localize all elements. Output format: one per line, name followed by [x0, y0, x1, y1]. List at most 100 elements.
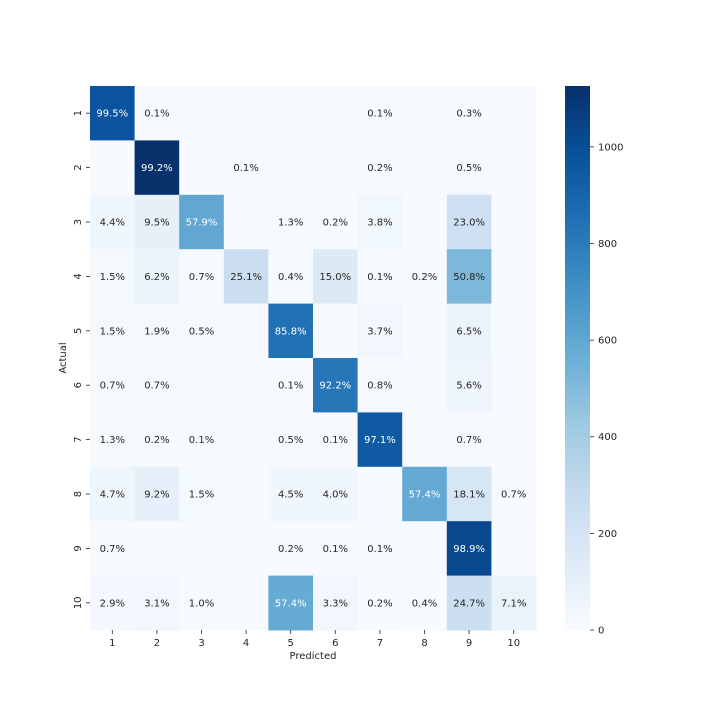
heatmap-cell-label: 57.4%	[275, 598, 307, 609]
heatmap-cell	[357, 575, 403, 631]
heatmap-cell	[402, 575, 448, 631]
heatmap-cell	[179, 194, 225, 250]
heatmap-cell	[446, 86, 492, 141]
heatmap-cell	[90, 303, 136, 359]
heatmap-cell	[357, 194, 403, 250]
heatmap-cell	[491, 140, 537, 196]
heatmap-cell	[402, 249, 448, 305]
heatmap-cell	[268, 521, 314, 577]
heatmap-cell	[179, 521, 225, 577]
heatmap-cell-label: 0.5%	[189, 326, 214, 337]
heatmap-cell	[402, 521, 448, 577]
heatmap-cell	[223, 303, 269, 359]
heatmap-cell	[491, 521, 537, 577]
colorbar	[565, 86, 590, 630]
heatmap-cell	[134, 249, 180, 305]
heatmap-cell-label: 57.9%	[186, 218, 218, 229]
heatmap-cell-label: 50.8%	[453, 272, 485, 283]
heatmap-cell	[179, 466, 225, 522]
heatmap-cell	[179, 86, 225, 141]
heatmap-cell	[313, 521, 359, 577]
x-tick-label: 7	[377, 638, 383, 649]
heatmap-cell	[313, 575, 359, 631]
heatmap-cell-label: 99.2%	[141, 163, 173, 174]
heatmap-cell	[446, 466, 492, 522]
y-tick-label: 7	[73, 436, 84, 442]
heatmap-cell-label: 1.5%	[100, 326, 125, 337]
x-axis-ticks: 1 2 3 4 5 6 7 8 9 10	[109, 630, 520, 649]
heatmap-cell	[313, 249, 359, 305]
heatmap-cell-label: 0.1%	[278, 381, 303, 392]
heatmap-cell	[402, 412, 448, 468]
x-tick-label: 5	[288, 638, 294, 649]
heatmap-cell-label: 0.1%	[367, 272, 392, 283]
heatmap-cell	[179, 249, 225, 305]
heatmap-cell-label: 3.7%	[367, 326, 392, 337]
heatmap-cell	[357, 303, 403, 359]
heatmap-cell	[223, 521, 269, 577]
heatmap-cell	[134, 575, 180, 631]
x-tick-label: 4	[243, 638, 249, 649]
heatmap-cell-label: 0.7%	[189, 272, 214, 283]
heatmap-cell-label: 0.4%	[278, 272, 303, 283]
heatmap-cell	[313, 194, 359, 250]
heatmap-cell	[357, 521, 403, 577]
heatmap-cell	[491, 303, 537, 359]
heatmap-cell	[313, 358, 359, 413]
heatmap-cell-label: 0.7%	[100, 381, 125, 392]
heatmap-cell-label: 0.5%	[456, 163, 481, 174]
heatmap-cell	[446, 140, 492, 196]
heatmap-cell-label: 5.6%	[456, 381, 481, 392]
heatmap-cell-label: 0.3%	[456, 109, 481, 120]
heatmap-cell	[90, 358, 136, 413]
heatmap-cell	[357, 249, 403, 305]
heatmap-cell-label: 6.5%	[456, 326, 481, 337]
heatmap-cell	[313, 412, 359, 468]
heatmap-cell	[223, 466, 269, 522]
y-tick-label: 10	[73, 596, 84, 609]
x-axis-label: Predicted	[290, 651, 337, 662]
heatmap-cell	[446, 412, 492, 468]
heatmap-cell-label: 0.1%	[367, 544, 392, 555]
heatmap-cell-label: 2.9%	[100, 598, 125, 609]
heatmap-cell-label: 0.1%	[367, 109, 392, 120]
heatmap-cell-label: 99.5%	[96, 109, 128, 120]
heatmap-cell	[90, 249, 136, 305]
heatmap-cell-label: 1.0%	[189, 598, 214, 609]
heatmap-cell-label: 9.5%	[144, 218, 169, 229]
heatmap-cell	[223, 358, 269, 413]
colorbar-tick-label: 200	[598, 529, 617, 540]
x-tick-label: 1	[109, 638, 115, 649]
heatmap-cell-labels: 99.5% 0.1% 0.1% 0.3% 99.2% 0.1% 0.2% 0.5% 4.4% 9.…	[96, 109, 526, 610]
heatmap-cell	[313, 466, 359, 522]
heatmap-cell	[357, 86, 403, 141]
y-tick-label: 3	[73, 219, 84, 225]
heatmap-cell	[134, 466, 180, 522]
heatmap-cell-label: 4.4%	[100, 218, 125, 229]
heatmap-cell-label: 1.3%	[278, 218, 303, 229]
heatmap-cell-label: 1.3%	[100, 435, 125, 446]
heatmap-cell	[268, 249, 314, 305]
heatmap-cell-label: 0.4%	[412, 598, 437, 609]
heatmap-cell	[446, 249, 492, 305]
heatmap-cell-label: 0.7%	[456, 435, 481, 446]
heatmap-cell	[179, 140, 225, 196]
heatmap-cell	[268, 303, 314, 359]
heatmap-cell	[134, 358, 180, 413]
x-tick-label: 10	[507, 638, 520, 649]
heatmap-cell-label: 0.1%	[144, 109, 169, 120]
heatmap-cell-label: 97.1%	[364, 435, 396, 446]
heatmap-cell-label: 24.7%	[453, 598, 485, 609]
x-tick-label: 9	[466, 638, 472, 649]
heatmap-cell	[402, 194, 448, 250]
heatmap-cell	[223, 412, 269, 468]
heatmap-cell	[313, 303, 359, 359]
heatmap-cell-label: 4.0%	[323, 490, 348, 501]
heatmap-cell-label: 3.8%	[367, 218, 392, 229]
heatmap-cell-label: 0.2%	[323, 218, 348, 229]
heatmap-cell-label: 0.2%	[367, 598, 392, 609]
y-axis-ticks: 1 2 3 4 5 6 7 8 9 10	[73, 110, 90, 609]
heatmap-cell	[179, 303, 225, 359]
heatmap-cell	[446, 303, 492, 359]
heatmap-cell	[90, 575, 136, 631]
